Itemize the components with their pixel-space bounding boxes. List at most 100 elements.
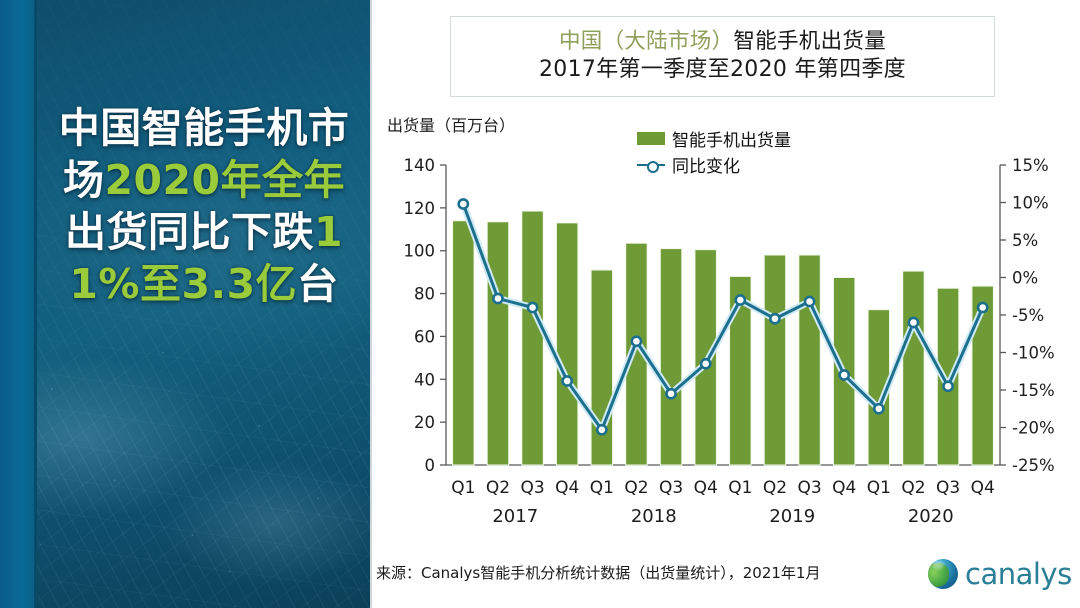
- x-quarter-label-0: Q1: [451, 478, 475, 498]
- x-quarter-label-3: Q4: [555, 478, 579, 498]
- y2-tick-15%: 15%: [1012, 156, 1049, 175]
- bar-2017-Q4: [555, 222, 579, 466]
- y-tick-60: 60: [414, 327, 435, 346]
- x-quarter-label-10: Q3: [797, 478, 821, 498]
- x-quarter-label-2: Q3: [520, 478, 544, 498]
- y2-axis-tick-labels: -25% -20% -15% -10% -5% 0% 5% 10% 15%: [1012, 156, 1055, 475]
- y2-tick--5%: -5%: [1012, 306, 1044, 325]
- bar-2017-Q2: [486, 221, 510, 466]
- bar-2019-Q1: [729, 275, 752, 466]
- y2-tick-10%: 10%: [1012, 194, 1049, 213]
- bar-series: [452, 210, 994, 466]
- x-quarter-label-7: Q4: [694, 478, 718, 498]
- legend-line-label: 同比变化: [672, 157, 740, 177]
- headline-segment-9: 台: [297, 260, 339, 309]
- line-marker-2018-Q1: [595, 423, 608, 436]
- bar-2018-Q3: [659, 248, 683, 466]
- bar-2018-Q4: [694, 249, 717, 466]
- x-quarter-label-4: Q1: [590, 478, 614, 498]
- line-marker-2017-Q3: [526, 301, 539, 314]
- x-year-label-2020: 2020: [908, 506, 954, 527]
- line-marker-2020-Q3: [942, 380, 954, 393]
- chart-title-line-1: 中国（大陆市场）智能手机出货量: [559, 28, 886, 56]
- globe-icon: [928, 559, 958, 589]
- x-quarter-label-5: Q2: [624, 478, 648, 498]
- headline-segment-0: 中国智能手: [58, 104, 267, 152]
- y-axis-title: 出货量（百万台）: [387, 116, 516, 135]
- line-marker-2019-Q3: [803, 295, 816, 308]
- x-quarter-label-15: Q4: [971, 478, 995, 498]
- bar-2017-Q3: [521, 210, 544, 466]
- yoy-change-line: [461, 202, 985, 432]
- x-year-label-2017: 2017: [492, 506, 538, 527]
- line-marker-2017-Q2: [492, 292, 504, 305]
- y2-tick--15%: -15%: [1012, 381, 1055, 400]
- y-axis-tick-labels: 0 20 40 60 80 100 120 140: [404, 156, 436, 475]
- chart-panel: 中国（大陆市场）智能手机出货量 2017年第一季度至2020 年第四季度 出货量…: [372, 0, 1080, 608]
- x-year-label-2018: 2018: [631, 506, 677, 527]
- line-marker-2018-Q2: [630, 335, 643, 348]
- line-marker-2020-Q4: [976, 301, 989, 314]
- y-tick-100: 100: [404, 242, 436, 261]
- headline-segment-3: 年全年: [220, 156, 346, 205]
- y2-tick-5%: 5%: [1012, 231, 1038, 250]
- legend-line-swatch-icon: [637, 158, 665, 173]
- x-year-label-2019: 2019: [769, 506, 815, 527]
- bar-2020-Q2: [902, 270, 925, 466]
- hero-headline: 中国智能手机市场2020年全年出货同比下跌11%至3.3亿台: [44, 102, 364, 310]
- bar-2020-Q1: [867, 309, 891, 466]
- headline-segment-8: 3.3亿: [181, 260, 298, 309]
- headline-segment-7: 至: [139, 260, 182, 309]
- chart-title-black-part: 智能手机出货量: [733, 29, 886, 55]
- bar-2020-Q4: [971, 285, 994, 466]
- legend-item-line: 同比变化: [637, 154, 791, 177]
- line-marker-2018-Q3: [665, 387, 677, 400]
- x-quarter-label-13: Q2: [901, 478, 925, 498]
- canalys-logo: canalys: [928, 556, 1076, 592]
- left-hero-panel: 中国智能手机市场2020年全年出货同比下跌11%至3.3亿台: [0, 0, 370, 608]
- headline-segment-1: 机市场: [62, 104, 350, 205]
- chart-title-box: 中国（大陆市场）智能手机出货量 2017年第一季度至2020 年第四季度: [450, 16, 995, 97]
- y-tick-0: 0: [425, 456, 436, 475]
- left-accent-strip: [0, 0, 37, 608]
- x-quarter-label-14: Q3: [936, 478, 960, 498]
- line-marker-2019-Q1: [734, 294, 747, 306]
- line-marker-2019-Q2: [769, 312, 781, 325]
- line-halo: [459, 200, 987, 434]
- canalys-logo-text: canalys: [965, 556, 1072, 591]
- bar-2019-Q2: [763, 254, 787, 466]
- x-axis-year-labels: 2017 2018 2019 2020: [492, 506, 953, 527]
- y-tick-40: 40: [414, 370, 435, 389]
- chart-legend: 智能手机出货量 同比变化: [637, 128, 791, 177]
- chart-title-line-2: 2017年第一季度至2020 年第四季度: [539, 57, 906, 83]
- legend-bar-swatch-icon: [637, 132, 665, 145]
- headline-segment-4: 出货: [64, 208, 148, 257]
- bar-2018-Q2: [625, 242, 648, 466]
- line-marker-2018-Q4: [699, 357, 712, 370]
- x-quarter-label-6: Q3: [659, 478, 683, 498]
- headline-segment-6: 11%: [69, 208, 344, 309]
- y2-tick--25%: -25%: [1012, 456, 1055, 475]
- line-marker-2019-Q4: [838, 369, 851, 381]
- x-axis-quarter-labels: Q1 Q2 Q3 Q4 Q1 Q2 Q3 Q4 Q1 Q2 Q3 Q4 Q1 Q2 Q3 Q4: [451, 478, 995, 498]
- headline-segment-5: 同比下跌: [147, 208, 314, 257]
- x-quarter-label-1: Q2: [486, 478, 510, 498]
- y-tick-140: 140: [404, 156, 436, 175]
- y-tick-80: 80: [414, 285, 435, 304]
- axis-lines: [440, 164, 1006, 466]
- bar-2019-Q4: [832, 277, 856, 466]
- bar-2020-Q3: [936, 287, 960, 466]
- x-quarter-label-12: Q1: [867, 478, 891, 498]
- y-tick-120: 120: [404, 199, 436, 218]
- y-tick-20: 20: [414, 413, 435, 432]
- line-marker-2020-Q1: [872, 402, 885, 415]
- x-quarter-label-11: Q4: [832, 478, 856, 498]
- city-skyline-photo: [0, 0, 370, 608]
- panel-divider: [370, 0, 372, 608]
- bar-2019-Q3: [798, 254, 821, 466]
- x-quarter-label-9: Q2: [763, 478, 787, 498]
- line-marker-2017-Q1: [457, 198, 470, 210]
- headline-segment-2: 2020: [104, 156, 221, 205]
- bar-2017-Q1: [452, 220, 475, 466]
- bar-2018-Q1: [590, 269, 614, 466]
